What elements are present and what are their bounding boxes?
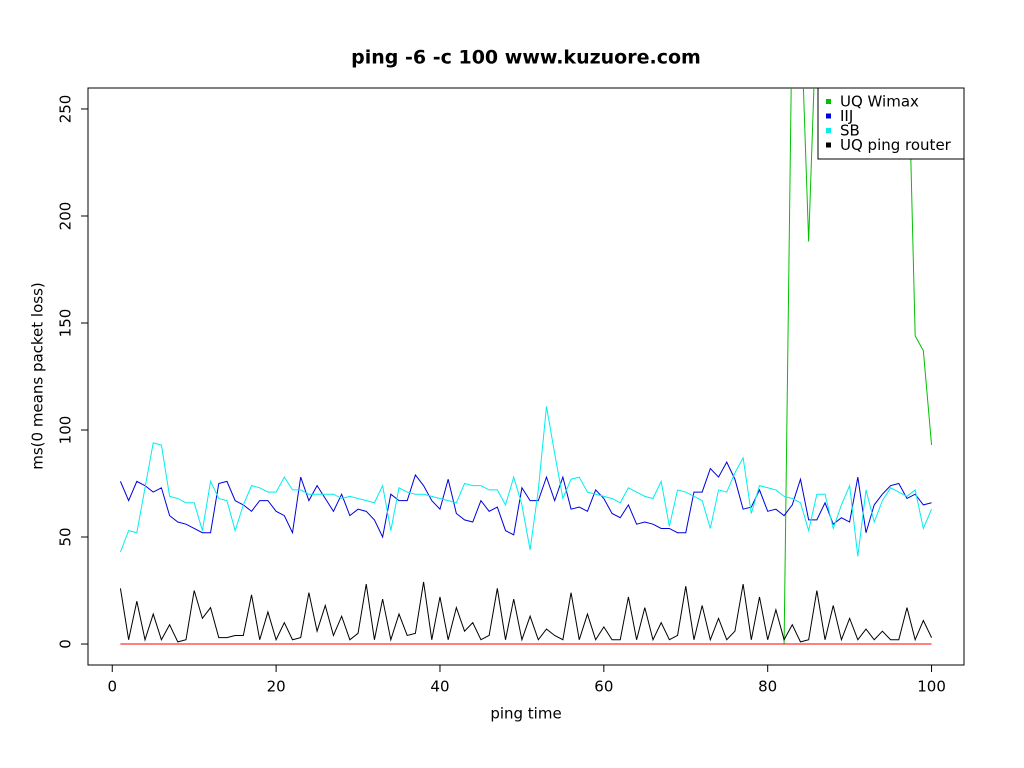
legend-swatch	[826, 99, 831, 104]
series-line	[119, 581, 933, 643]
y-tick-label: 50	[57, 527, 75, 546]
legend-swatch	[826, 142, 831, 148]
legend-label: UQ Wimax	[840, 93, 919, 111]
x-tick-label: 0	[107, 678, 117, 696]
series-line	[119, 461, 932, 539]
legend-swatch	[826, 113, 831, 119]
x-tick-label: 40	[430, 678, 449, 696]
y-tick-label: 200	[57, 202, 75, 231]
y-tick-label: 0	[57, 639, 75, 649]
y-tick-label: 150	[57, 309, 75, 338]
series-line	[120, 88, 933, 645]
x-axis-label: ping time	[490, 705, 561, 723]
x-tick-label: 80	[758, 678, 777, 696]
legend-label: SB	[840, 122, 860, 140]
x-tick-label: 20	[267, 678, 286, 696]
x-tick-label: 100	[917, 678, 946, 696]
x-tick-label: 60	[594, 678, 613, 696]
series-line	[119, 406, 933, 557]
plot-area	[119, 88, 933, 645]
legend-swatch	[826, 128, 831, 133]
legend-box	[817, 87, 965, 160]
y-axis-label: ms(0 means packet loss)	[29, 282, 47, 470]
y-tick-label: 100	[57, 416, 75, 445]
legend-label: UQ ping router	[840, 136, 952, 154]
y-tick-label: 250	[57, 95, 75, 124]
legend-label: IIJ	[840, 107, 853, 125]
chart-title: ping -6 -c 100 www.kuzuore.com	[351, 47, 701, 69]
plot-frame	[87, 87, 965, 666]
